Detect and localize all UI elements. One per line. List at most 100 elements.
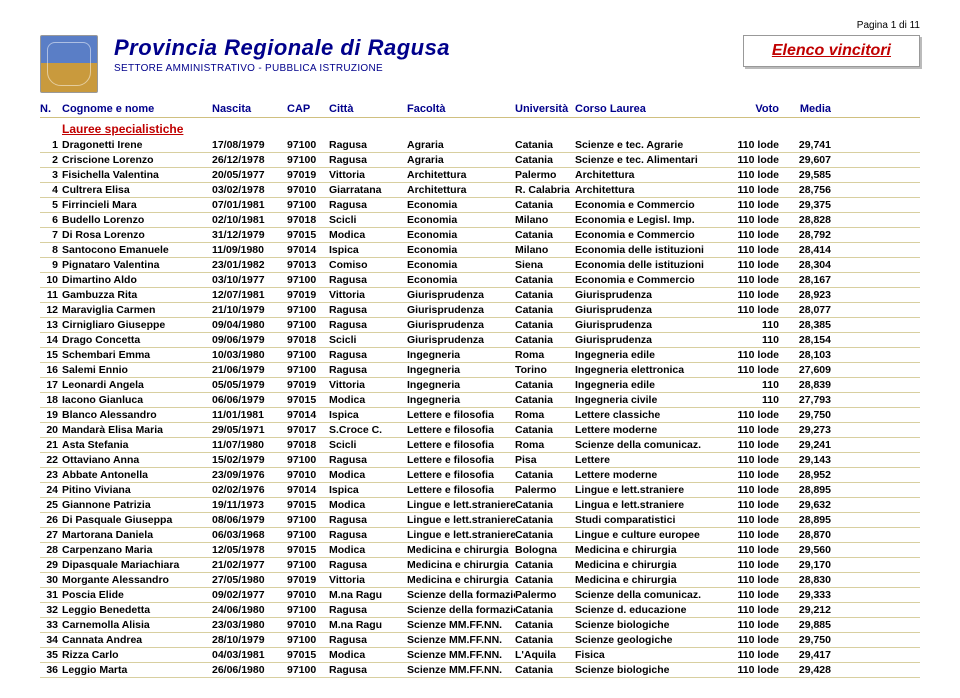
cell-corso: Fisica: [575, 649, 723, 661]
cell-n: 32: [40, 604, 62, 616]
cell-facolta: Scienze MM.FF.NN.: [407, 664, 515, 676]
cell-corso: Economia e Commercio: [575, 199, 723, 211]
cell-cap: 97100: [287, 199, 329, 211]
cell-nascita: 12/05/1978: [212, 544, 287, 556]
cell-corso: Medicina e chirurgia: [575, 544, 723, 556]
cell-univ: Roma: [515, 409, 575, 421]
col-univ: Università: [515, 103, 575, 115]
cell-media: 29,333: [785, 589, 831, 601]
cell-corso: Ingegneria edile: [575, 349, 723, 361]
cell-voto: 110: [723, 319, 785, 331]
cell-nome: Mandarà Elisa Maria: [62, 424, 212, 436]
table-row: 26Di Pasquale Giuseppa08/06/197997100Rag…: [40, 513, 920, 528]
cell-media: 29,632: [785, 499, 831, 511]
cell-citta: M.na Ragu: [329, 619, 407, 631]
cell-media: 29,417: [785, 649, 831, 661]
cell-facolta: Medicina e chirurgia: [407, 574, 515, 586]
cell-voto: 110 lode: [723, 229, 785, 241]
cell-voto: 110 lode: [723, 514, 785, 526]
cell-facolta: Giurisprudenza: [407, 304, 515, 316]
cell-citta: Ragusa: [329, 139, 407, 151]
cell-facolta: Agraria: [407, 154, 515, 166]
cell-citta: Ragusa: [329, 199, 407, 211]
cell-n: 15: [40, 349, 62, 361]
cell-nascita: 23/03/1980: [212, 619, 287, 631]
cell-n: 28: [40, 544, 62, 556]
cell-media: 28,414: [785, 244, 831, 256]
cell-univ: Siena: [515, 259, 575, 271]
cell-corso: Ingegneria civile: [575, 394, 723, 406]
cell-facolta: Scienze MM.FF.NN.: [407, 634, 515, 646]
cell-citta: Modica: [329, 544, 407, 556]
cell-media: 28,385: [785, 319, 831, 331]
cell-nome: Cultrera Elisa: [62, 184, 212, 196]
cell-voto: 110: [723, 394, 785, 406]
cell-citta: Ragusa: [329, 514, 407, 526]
cell-facolta: Medicina e chirurgia: [407, 559, 515, 571]
cell-univ: Palermo: [515, 169, 575, 181]
table-row: 13Cirnigliaro Giuseppe09/04/198097100Rag…: [40, 318, 920, 333]
cell-voto: 110 lode: [723, 214, 785, 226]
cell-univ: Catania: [515, 199, 575, 211]
cell-facolta: Economia: [407, 199, 515, 211]
col-cap: CAP: [287, 103, 329, 115]
cell-citta: Modica: [329, 499, 407, 511]
table-row: 11Gambuzza Rita12/07/198197019VittoriaGi…: [40, 288, 920, 303]
cell-nome: Dragonetti Irene: [62, 139, 212, 151]
cell-n: 35: [40, 649, 62, 661]
section-title: Lauree specialistiche: [62, 122, 920, 136]
table-row: 27Martorana Daniela06/03/196897100Ragusa…: [40, 528, 920, 543]
cell-corso: Medicina e chirurgia: [575, 559, 723, 571]
cell-voto: 110 lode: [723, 199, 785, 211]
cell-nascita: 09/02/1977: [212, 589, 287, 601]
cell-nascita: 02/10/1981: [212, 214, 287, 226]
table-row: 30Morgante Alessandro27/05/198097019Vitt…: [40, 573, 920, 588]
cell-voto: 110 lode: [723, 559, 785, 571]
cell-nascita: 07/01/1981: [212, 199, 287, 211]
cell-cap: 97100: [287, 349, 329, 361]
col-n: N.: [40, 103, 62, 115]
cell-nascita: 24/06/1980: [212, 604, 287, 616]
cell-nome: Di Pasquale Giuseppa: [62, 514, 212, 526]
cell-corso: Giurisprudenza: [575, 319, 723, 331]
cell-facolta: Lettere e filosofia: [407, 469, 515, 481]
cell-voto: 110 lode: [723, 469, 785, 481]
cell-cap: 97019: [287, 169, 329, 181]
cell-media: 28,154: [785, 334, 831, 346]
cell-citta: Comiso: [329, 259, 407, 271]
cell-voto: 110 lode: [723, 139, 785, 151]
cell-univ: Roma: [515, 349, 575, 361]
table-row: 35Rizza Carlo04/03/198197015ModicaScienz…: [40, 648, 920, 663]
cell-corso: Ingegneria elettronica: [575, 364, 723, 376]
cell-corso: Architettura: [575, 184, 723, 196]
cell-cap: 97100: [287, 604, 329, 616]
cell-media: 28,077: [785, 304, 831, 316]
table-row: 32Leggio Benedetta24/06/198097100RagusaS…: [40, 603, 920, 618]
cell-nascita: 15/02/1979: [212, 454, 287, 466]
cell-n: 3: [40, 169, 62, 181]
cell-voto: 110 lode: [723, 289, 785, 301]
cell-univ: Bologna: [515, 544, 575, 556]
cell-citta: Vittoria: [329, 169, 407, 181]
cell-n: 14: [40, 334, 62, 346]
cell-cap: 97100: [287, 514, 329, 526]
cell-cap: 97010: [287, 469, 329, 481]
cell-citta: Vittoria: [329, 574, 407, 586]
cell-nascita: 26/12/1978: [212, 154, 287, 166]
cell-nascita: 05/05/1979: [212, 379, 287, 391]
cell-n: 21: [40, 439, 62, 451]
header: Provincia Regionale di Ragusa SETTORE AM…: [40, 35, 920, 93]
cell-media: 28,952: [785, 469, 831, 481]
cell-corso: Studi comparatistici: [575, 514, 723, 526]
cell-media: 28,167: [785, 274, 831, 286]
main-title: Provincia Regionale di Ragusa: [114, 35, 727, 61]
cell-corso: Lettere moderne: [575, 469, 723, 481]
cell-media: 29,428: [785, 664, 831, 676]
cell-voto: 110 lode: [723, 169, 785, 181]
cell-cap: 97018: [287, 214, 329, 226]
cell-cap: 97018: [287, 334, 329, 346]
cell-univ: Catania: [515, 304, 575, 316]
cell-voto: 110 lode: [723, 589, 785, 601]
table-row: 29Dipasquale Mariachiara21/02/197797100R…: [40, 558, 920, 573]
cell-corso: Scienze della comunicaz.: [575, 439, 723, 451]
